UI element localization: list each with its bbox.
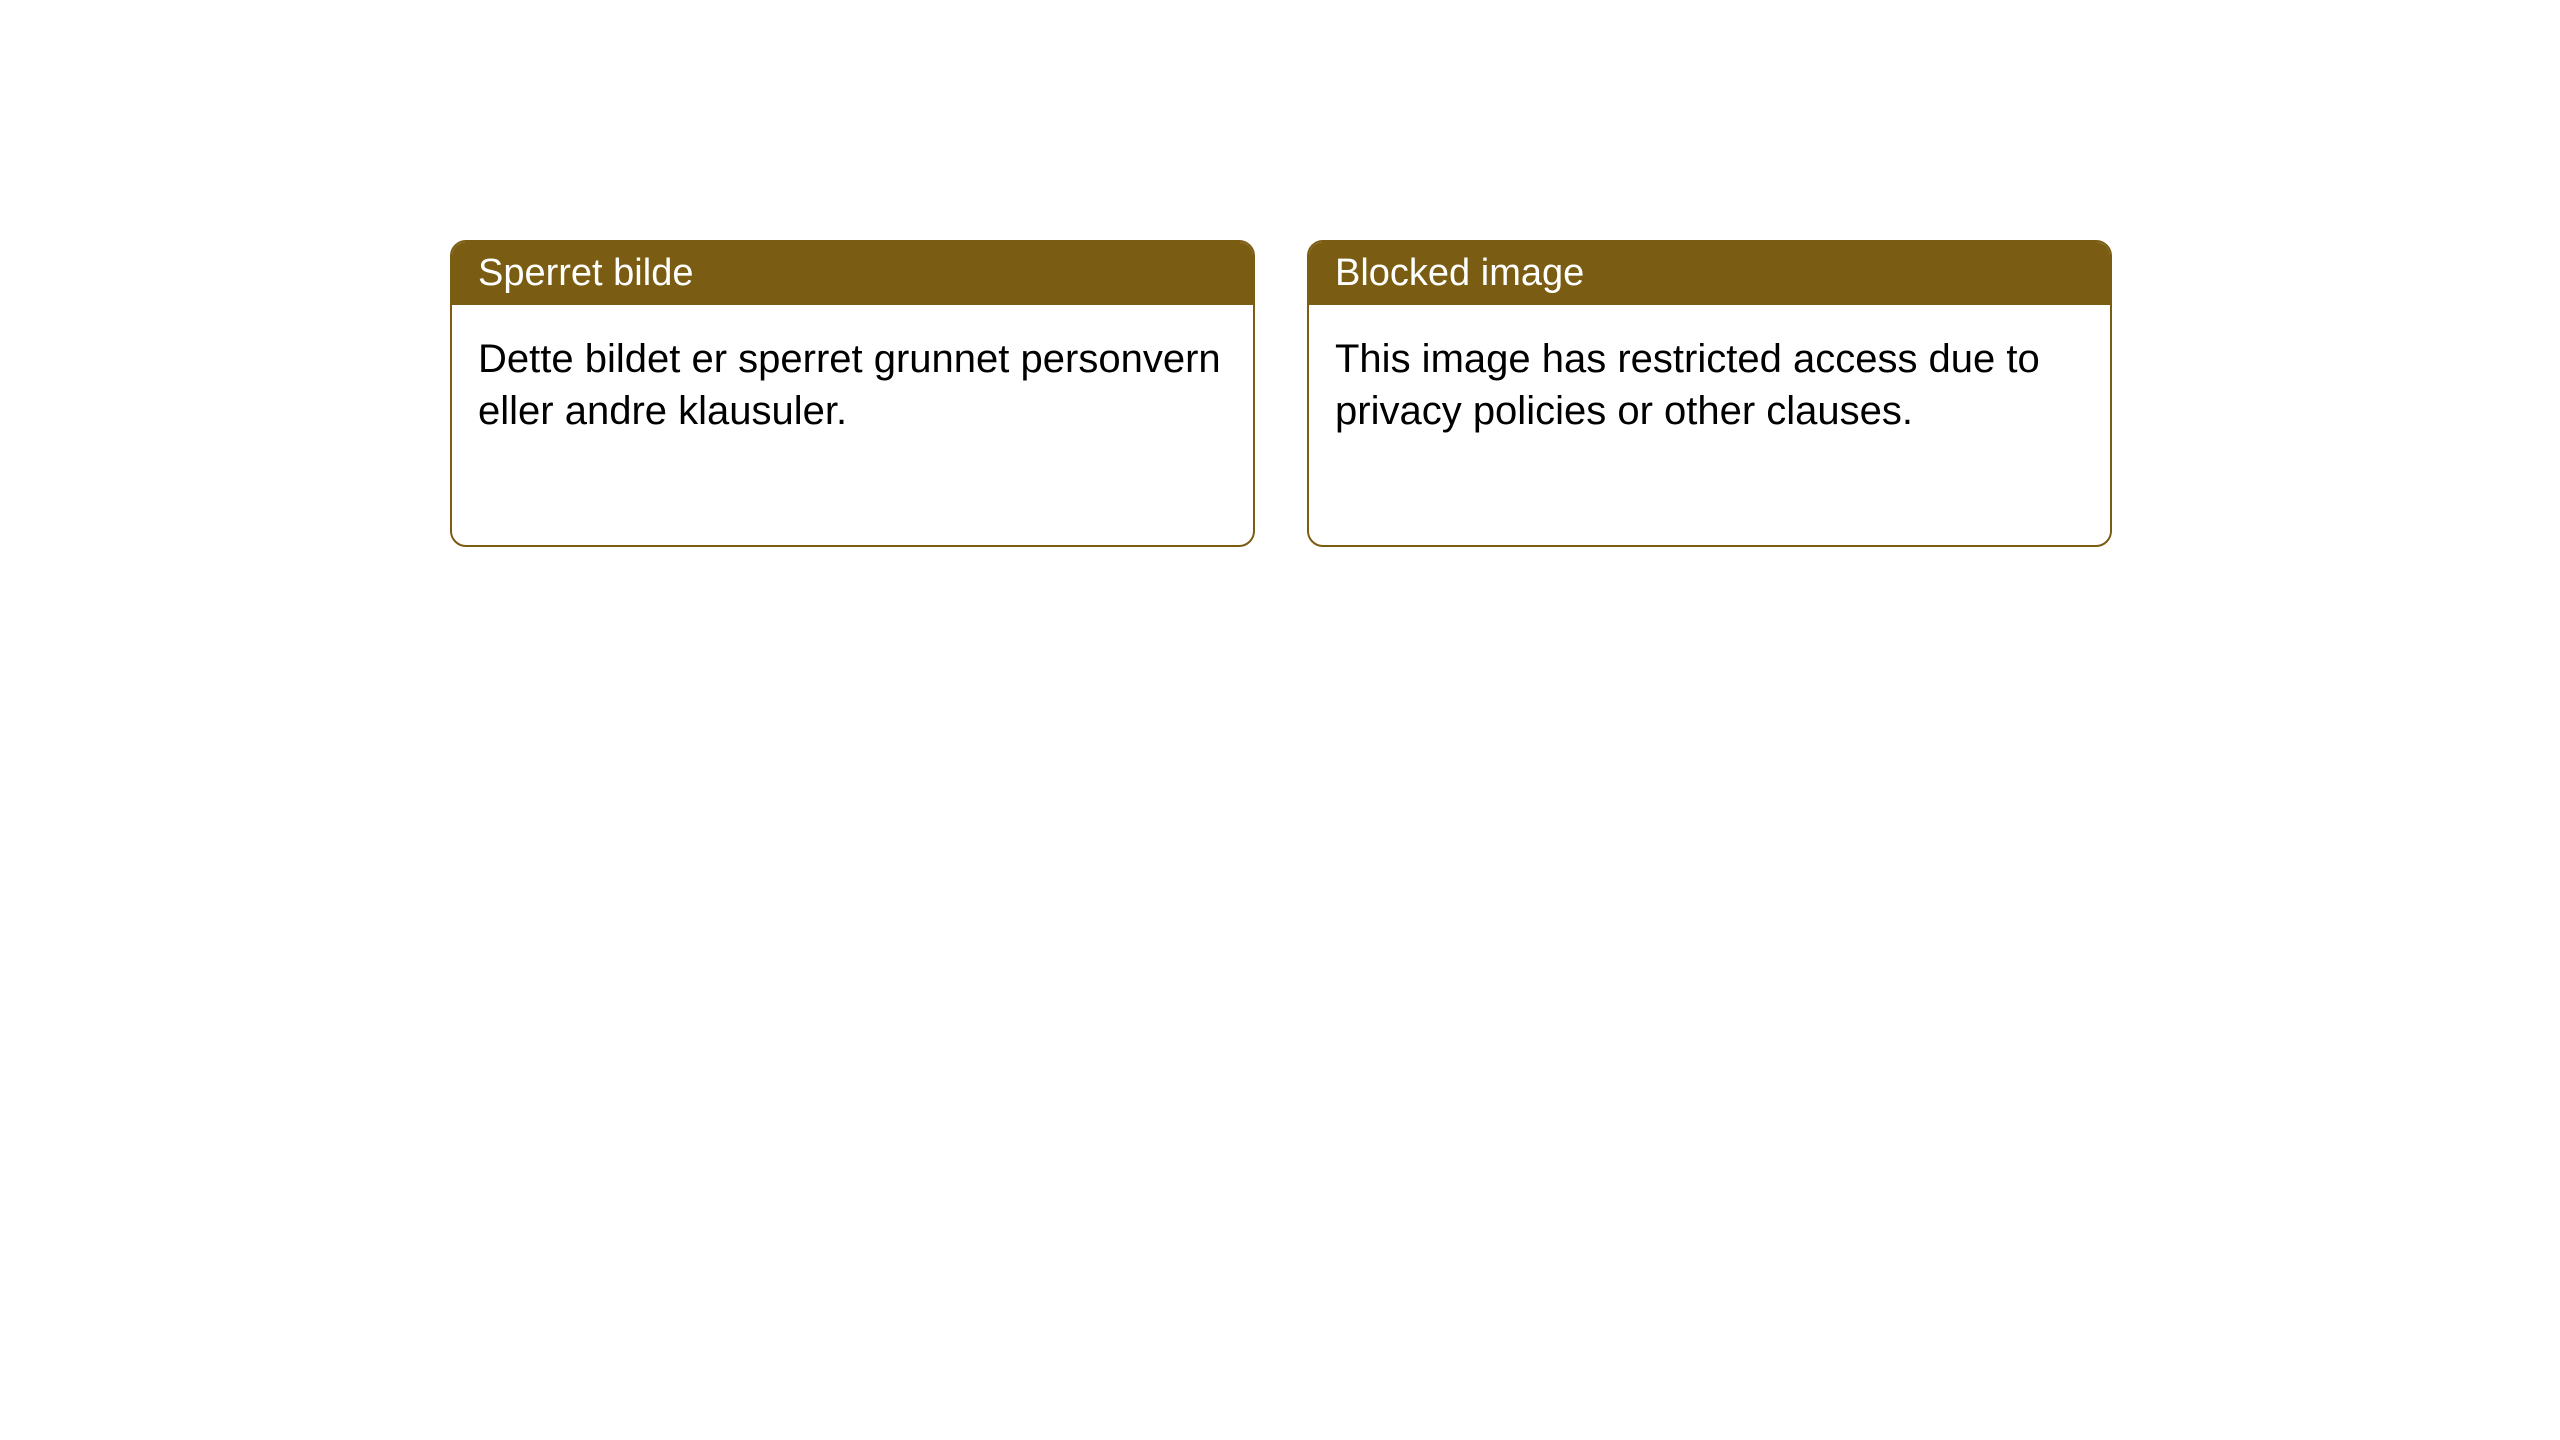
notice-title: Blocked image: [1335, 252, 1584, 294]
notice-body: Dette bildet er sperret grunnet personve…: [452, 305, 1253, 545]
notice-header: Blocked image: [1309, 242, 2110, 305]
notice-card-english: Blocked image This image has restricted …: [1307, 240, 2112, 547]
notice-header: Sperret bilde: [452, 242, 1253, 305]
notice-text: This image has restricted access due to …: [1335, 337, 2040, 433]
notice-text: Dette bildet er sperret grunnet personve…: [478, 337, 1221, 433]
notice-body: This image has restricted access due to …: [1309, 305, 2110, 545]
notice-card-norwegian: Sperret bilde Dette bildet er sperret gr…: [450, 240, 1255, 547]
notice-container: Sperret bilde Dette bildet er sperret gr…: [0, 0, 2560, 547]
notice-title: Sperret bilde: [478, 252, 693, 294]
